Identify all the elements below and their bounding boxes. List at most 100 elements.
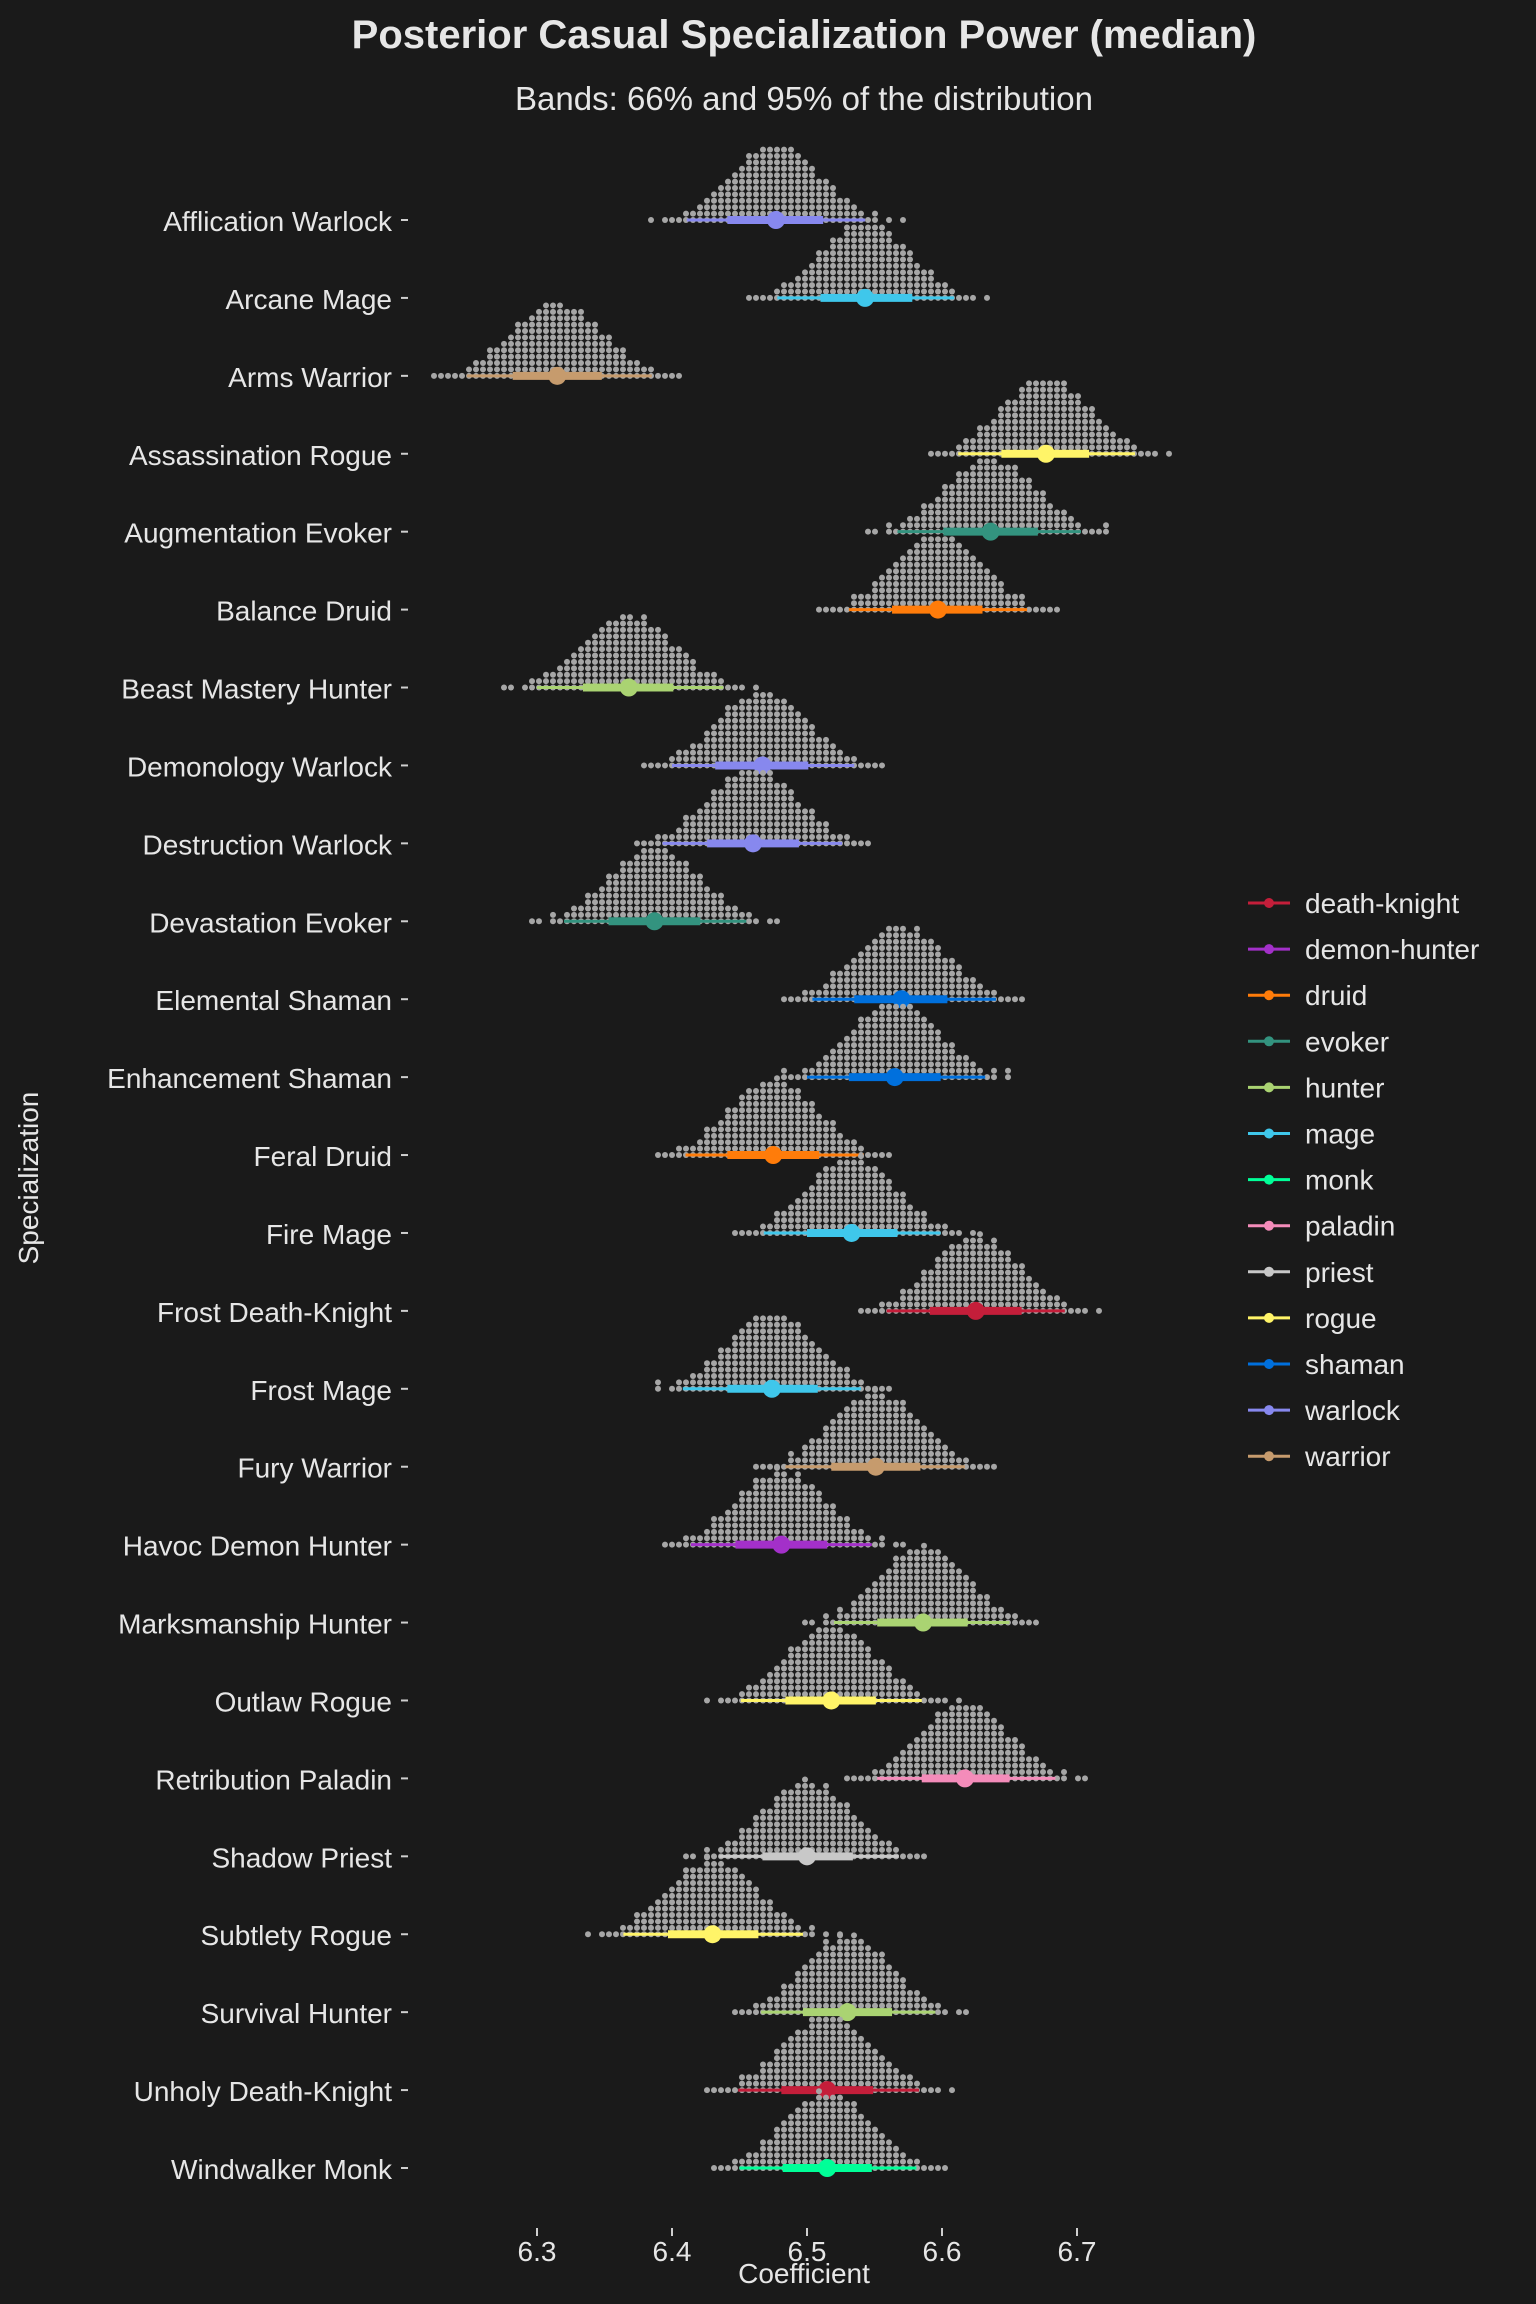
posterior-dot <box>781 736 787 743</box>
posterior-dot <box>970 1243 976 1250</box>
posterior-dot <box>935 2009 941 2016</box>
posterior-dot <box>1019 477 1025 484</box>
posterior-dot <box>844 1977 850 1984</box>
posterior-dot <box>1026 1295 1032 1302</box>
posterior-dot <box>935 1606 941 1613</box>
posterior-dot <box>991 600 997 607</box>
posterior-dot <box>823 1145 829 1152</box>
posterior-dot <box>739 756 745 763</box>
posterior-dot <box>781 704 787 711</box>
posterior-dot <box>963 515 969 522</box>
posterior-dot <box>809 1619 815 1626</box>
posterior-dot <box>921 1029 927 1036</box>
posterior-dot <box>760 1360 766 1367</box>
posterior-dot <box>851 964 857 971</box>
posterior-dot <box>900 555 906 562</box>
posterior-dot <box>823 736 829 743</box>
posterior-dot <box>648 1905 654 1912</box>
median-point <box>548 366 567 385</box>
posterior-dot <box>942 549 948 555</box>
posterior-dot <box>886 1769 892 1775</box>
posterior-dot <box>739 1107 745 1114</box>
posterior-dot <box>746 153 752 159</box>
posterior-dot <box>683 1541 689 1548</box>
posterior-dot <box>865 1613 871 1620</box>
posterior-dot <box>1047 522 1053 529</box>
posterior-dot <box>1061 1775 1067 1782</box>
posterior-dot <box>1047 1769 1053 1775</box>
posterior-dot <box>886 1412 892 1419</box>
posterior-dot <box>662 867 668 874</box>
posterior-dot <box>788 1477 794 1484</box>
posterior-dot <box>718 185 724 191</box>
posterior-dot <box>816 1951 822 1958</box>
posterior-dot <box>907 256 913 263</box>
posterior-dot <box>746 776 752 783</box>
posterior-dot <box>620 879 626 886</box>
posterior-dot <box>753 1132 759 1139</box>
posterior-dot <box>858 1659 864 1666</box>
posterior-dot <box>851 1406 857 1413</box>
posterior-dot <box>830 1840 836 1847</box>
posterior-dot <box>858 977 864 983</box>
posterior-dot <box>865 1691 871 1698</box>
posterior-dot <box>921 1061 927 1068</box>
posterior-dot <box>872 1996 878 2003</box>
posterior-dot <box>669 833 675 840</box>
posterior-dot <box>781 1210 787 1217</box>
posterior-dot <box>648 1918 654 1925</box>
posterior-dot <box>550 347 556 354</box>
posterior-dots <box>781 925 1025 1003</box>
posterior-dot <box>893 1678 899 1685</box>
posterior-dot <box>774 1088 780 1095</box>
posterior-dot <box>935 1593 941 1600</box>
posterior-dot <box>907 1749 913 1756</box>
posterior-dot <box>942 1587 948 1594</box>
posterior-dot <box>718 756 724 763</box>
posterior-dot <box>858 970 864 977</box>
posterior-dot <box>886 1600 892 1607</box>
posterior-dot <box>662 1924 668 1931</box>
posterior-dot <box>802 1100 808 1107</box>
posterior-dot <box>872 262 878 269</box>
posterior-dot <box>851 1957 857 1964</box>
posterior-dot <box>732 776 738 783</box>
posterior-dot <box>732 1899 738 1906</box>
posterior-dot <box>886 1217 892 1224</box>
posterior-dot <box>767 159 773 166</box>
posterior-dot <box>914 288 920 295</box>
posterior-dot <box>970 483 976 490</box>
posterior-dot <box>865 1393 871 1400</box>
posterior-dot <box>956 477 962 484</box>
posterior-dot <box>851 1067 857 1074</box>
posterior-dot <box>690 665 696 672</box>
posterior-dot <box>928 989 934 996</box>
posterior-dot <box>781 288 787 295</box>
posterior-dot <box>935 1730 941 1737</box>
posterior-dot <box>515 321 521 328</box>
posterior-dot <box>1005 1067 1011 1074</box>
posterior-dot <box>942 1450 948 1457</box>
posterior-dot <box>536 308 542 315</box>
posterior-dot <box>921 1549 927 1556</box>
posterior-dot <box>851 1814 857 1821</box>
posterior-dot <box>725 1886 731 1893</box>
posterior-dot <box>809 1522 815 1529</box>
posterior-dot <box>781 1353 787 1360</box>
posterior-dot <box>935 536 941 543</box>
posterior-dot <box>655 886 661 893</box>
posterior-dot <box>781 1107 787 1114</box>
posterior-dot <box>725 782 731 789</box>
posterior-dot <box>921 1223 927 1230</box>
posterior-dot <box>732 1516 738 1523</box>
posterior-dot <box>781 1924 787 1931</box>
posterior-dot <box>844 983 850 990</box>
posterior-dot <box>760 146 766 153</box>
posterior-dot <box>774 1496 780 1503</box>
posterior-dot <box>781 1328 787 1335</box>
posterior-dot <box>928 587 934 594</box>
posterior-dot <box>781 1490 787 1497</box>
posterior-dot <box>1054 380 1060 387</box>
posterior-dot <box>928 522 934 529</box>
posterior-dot <box>928 1737 934 1743</box>
